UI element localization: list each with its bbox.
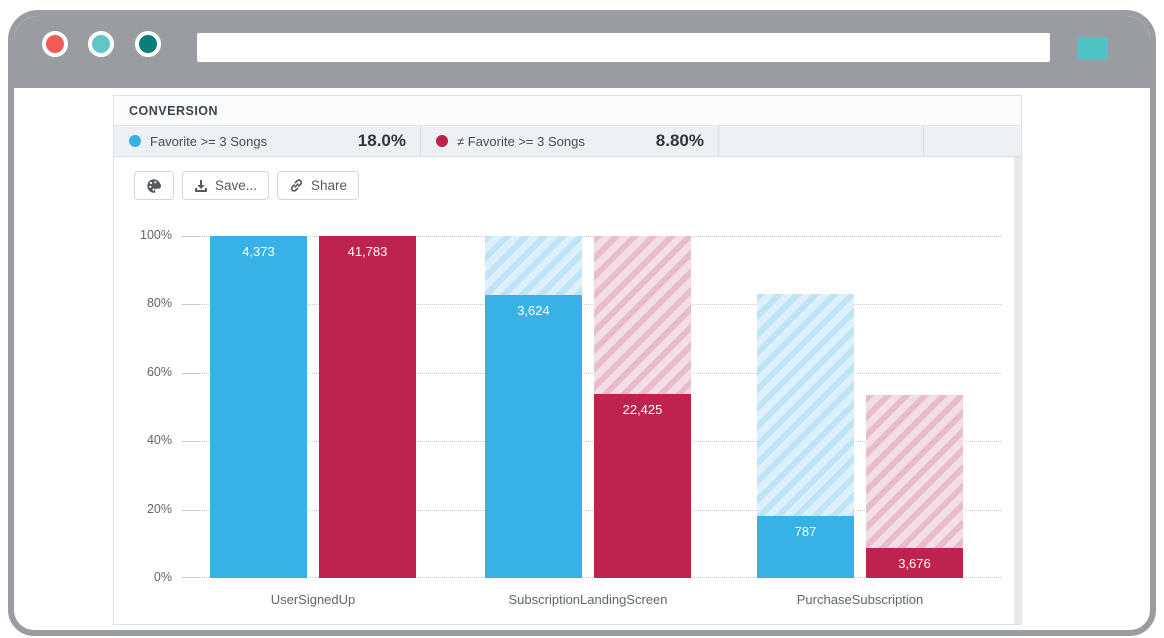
- gridline-80%: [186, 304, 1001, 306]
- gridline-100%: [186, 236, 1001, 237]
- axis-tick: [182, 441, 200, 443]
- legend-empty-cell: [924, 126, 1021, 156]
- bar-value-label: 22,425: [622, 402, 663, 417]
- y-axis-label: 60%: [146, 364, 172, 379]
- bar-value-label: 787: [794, 524, 817, 539]
- legend-dot-red: [436, 135, 448, 147]
- funnel-bar-1-SubscriptionLandingScreen[interactable]: 22,425: [594, 394, 691, 578]
- gridline-0%: [186, 577, 1001, 578]
- y-axis-label: 40%: [146, 433, 172, 448]
- window-minimize-button[interactable]: [88, 31, 114, 57]
- axis-tick: [182, 372, 200, 374]
- chart-toolbar: Save... Share: [134, 171, 360, 200]
- legend-item-favorite: Favorite >= 3 Songs 18.0%: [114, 126, 421, 156]
- y-axis-label: 0%: [153, 570, 172, 584]
- bar-value-label: 3,624: [517, 303, 550, 318]
- address-bar[interactable]: [197, 33, 1050, 62]
- share-button-label: Share: [311, 178, 348, 193]
- funnel-bar-1-PurchaseSubscription[interactable]: 3,676: [866, 548, 963, 578]
- funnel-bar-1-UserSignedUp[interactable]: 41,783: [319, 236, 416, 578]
- panel-scrollbar[interactable]: [1014, 96, 1021, 624]
- y-axis-label: 100%: [140, 228, 172, 242]
- x-axis-label-PurchaseSubscription: PurchaseSubscription: [796, 592, 924, 607]
- legend-dot-blue: [129, 135, 141, 147]
- window-maximize-button[interactable]: [135, 31, 161, 57]
- legend-empty-cell: [719, 126, 924, 156]
- funnel-dropoff-0-SubscriptionLandingScreen[interactable]: [485, 236, 582, 295]
- download-icon: [195, 179, 207, 192]
- funnel-dropoff-1-PurchaseSubscription[interactable]: [866, 395, 963, 548]
- legend-conversion-value: 18.0%: [357, 131, 406, 150]
- axis-tick: [182, 577, 200, 578]
- bar-value-label: 3,676: [898, 556, 931, 571]
- axis-tick: [182, 304, 200, 306]
- link-icon: [290, 179, 303, 192]
- gridline-60%: [186, 372, 1001, 374]
- window-close-button[interactable]: [42, 31, 68, 57]
- axis-tick: [182, 509, 200, 511]
- conversion-legend: Favorite >= 3 Songs 18.0% ≠ Favorite >= …: [114, 126, 1021, 157]
- legend-item-not-favorite: ≠ Favorite >= 3 Songs 8.80%: [421, 126, 719, 156]
- conversion-panel: CONVERSION Favorite >= 3 Songs 18.0% ≠ F…: [113, 95, 1022, 625]
- legend-conversion-value: 8.80%: [655, 131, 704, 150]
- funnel-bar-0-UserSignedUp[interactable]: 4,373: [210, 236, 307, 578]
- palette-button[interactable]: [134, 171, 174, 200]
- panel-title: CONVERSION: [129, 104, 219, 118]
- gridline-40%: [186, 441, 1001, 443]
- panel-header: CONVERSION: [114, 96, 1021, 126]
- palette-icon: [147, 178, 162, 193]
- browser-action-button[interactable]: [1077, 38, 1108, 60]
- save-button[interactable]: Save...: [182, 171, 270, 200]
- save-button-label: Save...: [215, 178, 258, 193]
- funnel-bar-0-SubscriptionLandingScreen[interactable]: 3,624: [485, 295, 582, 578]
- legend-label: Favorite >= 3 Songs: [150, 133, 268, 149]
- funnel-bar-0-PurchaseSubscription[interactable]: 787: [757, 516, 854, 578]
- gridline-20%: [186, 509, 1001, 511]
- bar-value-label: 4,373: [242, 244, 275, 259]
- funnel-chart: 0% 20% 40% 60% 80% 100% 4,373 41,783 UserSignedU…: [140, 228, 1001, 607]
- axis-tick: [182, 236, 200, 237]
- funnel-dropoff-0-PurchaseSubscription[interactable]: [757, 294, 854, 516]
- y-axis-label: 80%: [146, 296, 172, 311]
- legend-label: ≠ Favorite >= 3 Songs: [457, 133, 585, 149]
- funnel-dropoff-1-SubscriptionLandingScreen[interactable]: [594, 236, 691, 394]
- y-axis-label: 20%: [146, 501, 172, 516]
- x-axis-label-SubscriptionLandingScreen: SubscriptionLandingScreen: [508, 592, 668, 607]
- bar-value-label: 41,783: [347, 244, 388, 259]
- share-button[interactable]: Share: [277, 171, 360, 200]
- x-axis-label-UserSignedUp: UserSignedUp: [270, 592, 356, 607]
